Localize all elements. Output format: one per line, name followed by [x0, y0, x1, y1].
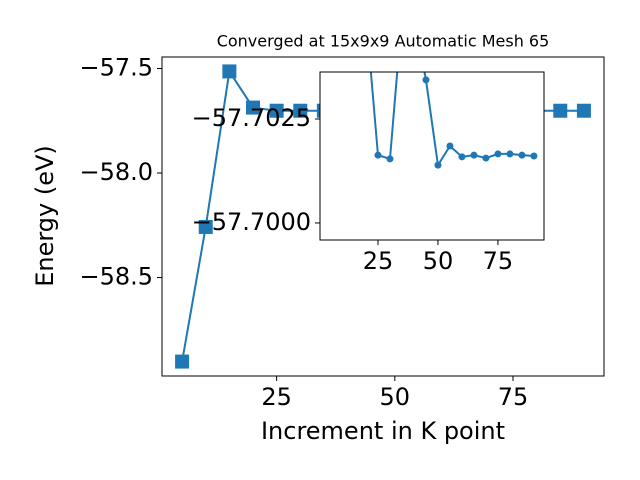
marker: [494, 150, 502, 158]
marker: [470, 151, 478, 159]
y-tick-label: −57.7000: [192, 208, 311, 236]
axes-frame: [161, 56, 605, 377]
axes-frame: [319, 71, 545, 241]
x-tick-label: 25: [363, 247, 394, 275]
marker: [293, 103, 308, 118]
y-tick-label: −57.5: [79, 53, 153, 81]
chart-title: Converged at 15x9x9 Automatic Mesh 65: [217, 32, 550, 51]
x-tick-label: 50: [423, 247, 454, 275]
x-tick-label: 75: [498, 383, 529, 411]
x-tick-label: 75: [483, 247, 514, 275]
marker: [518, 151, 526, 159]
marker: [198, 219, 213, 234]
x-axis-label: Increment in K point: [261, 417, 505, 445]
x-tick-label: 25: [261, 383, 292, 411]
y-tick-label: −58.5: [79, 263, 153, 291]
marker: [386, 155, 394, 163]
marker: [446, 142, 454, 150]
plot-area: [320, 72, 544, 240]
marker: [434, 161, 442, 169]
marker: [422, 76, 430, 84]
marker: [458, 153, 466, 161]
marker: [576, 103, 591, 118]
x-tick-label: 50: [380, 383, 411, 411]
marker: [374, 151, 382, 159]
inset: 25 50 75 −57.7025 −57.7000: [192, 71, 545, 275]
marker: [269, 103, 284, 118]
marker: [506, 150, 514, 158]
marker: [530, 152, 538, 160]
marker: [175, 354, 190, 369]
y-tick-label: −58.0: [79, 158, 153, 186]
marker: [222, 64, 237, 79]
marker: [246, 100, 260, 115]
y-tick-label: −57.7025: [192, 104, 311, 132]
y-axis-label: Energy (eV): [31, 145, 59, 287]
marker: [553, 103, 568, 118]
series: [369, 72, 538, 169]
marker: [482, 154, 490, 162]
